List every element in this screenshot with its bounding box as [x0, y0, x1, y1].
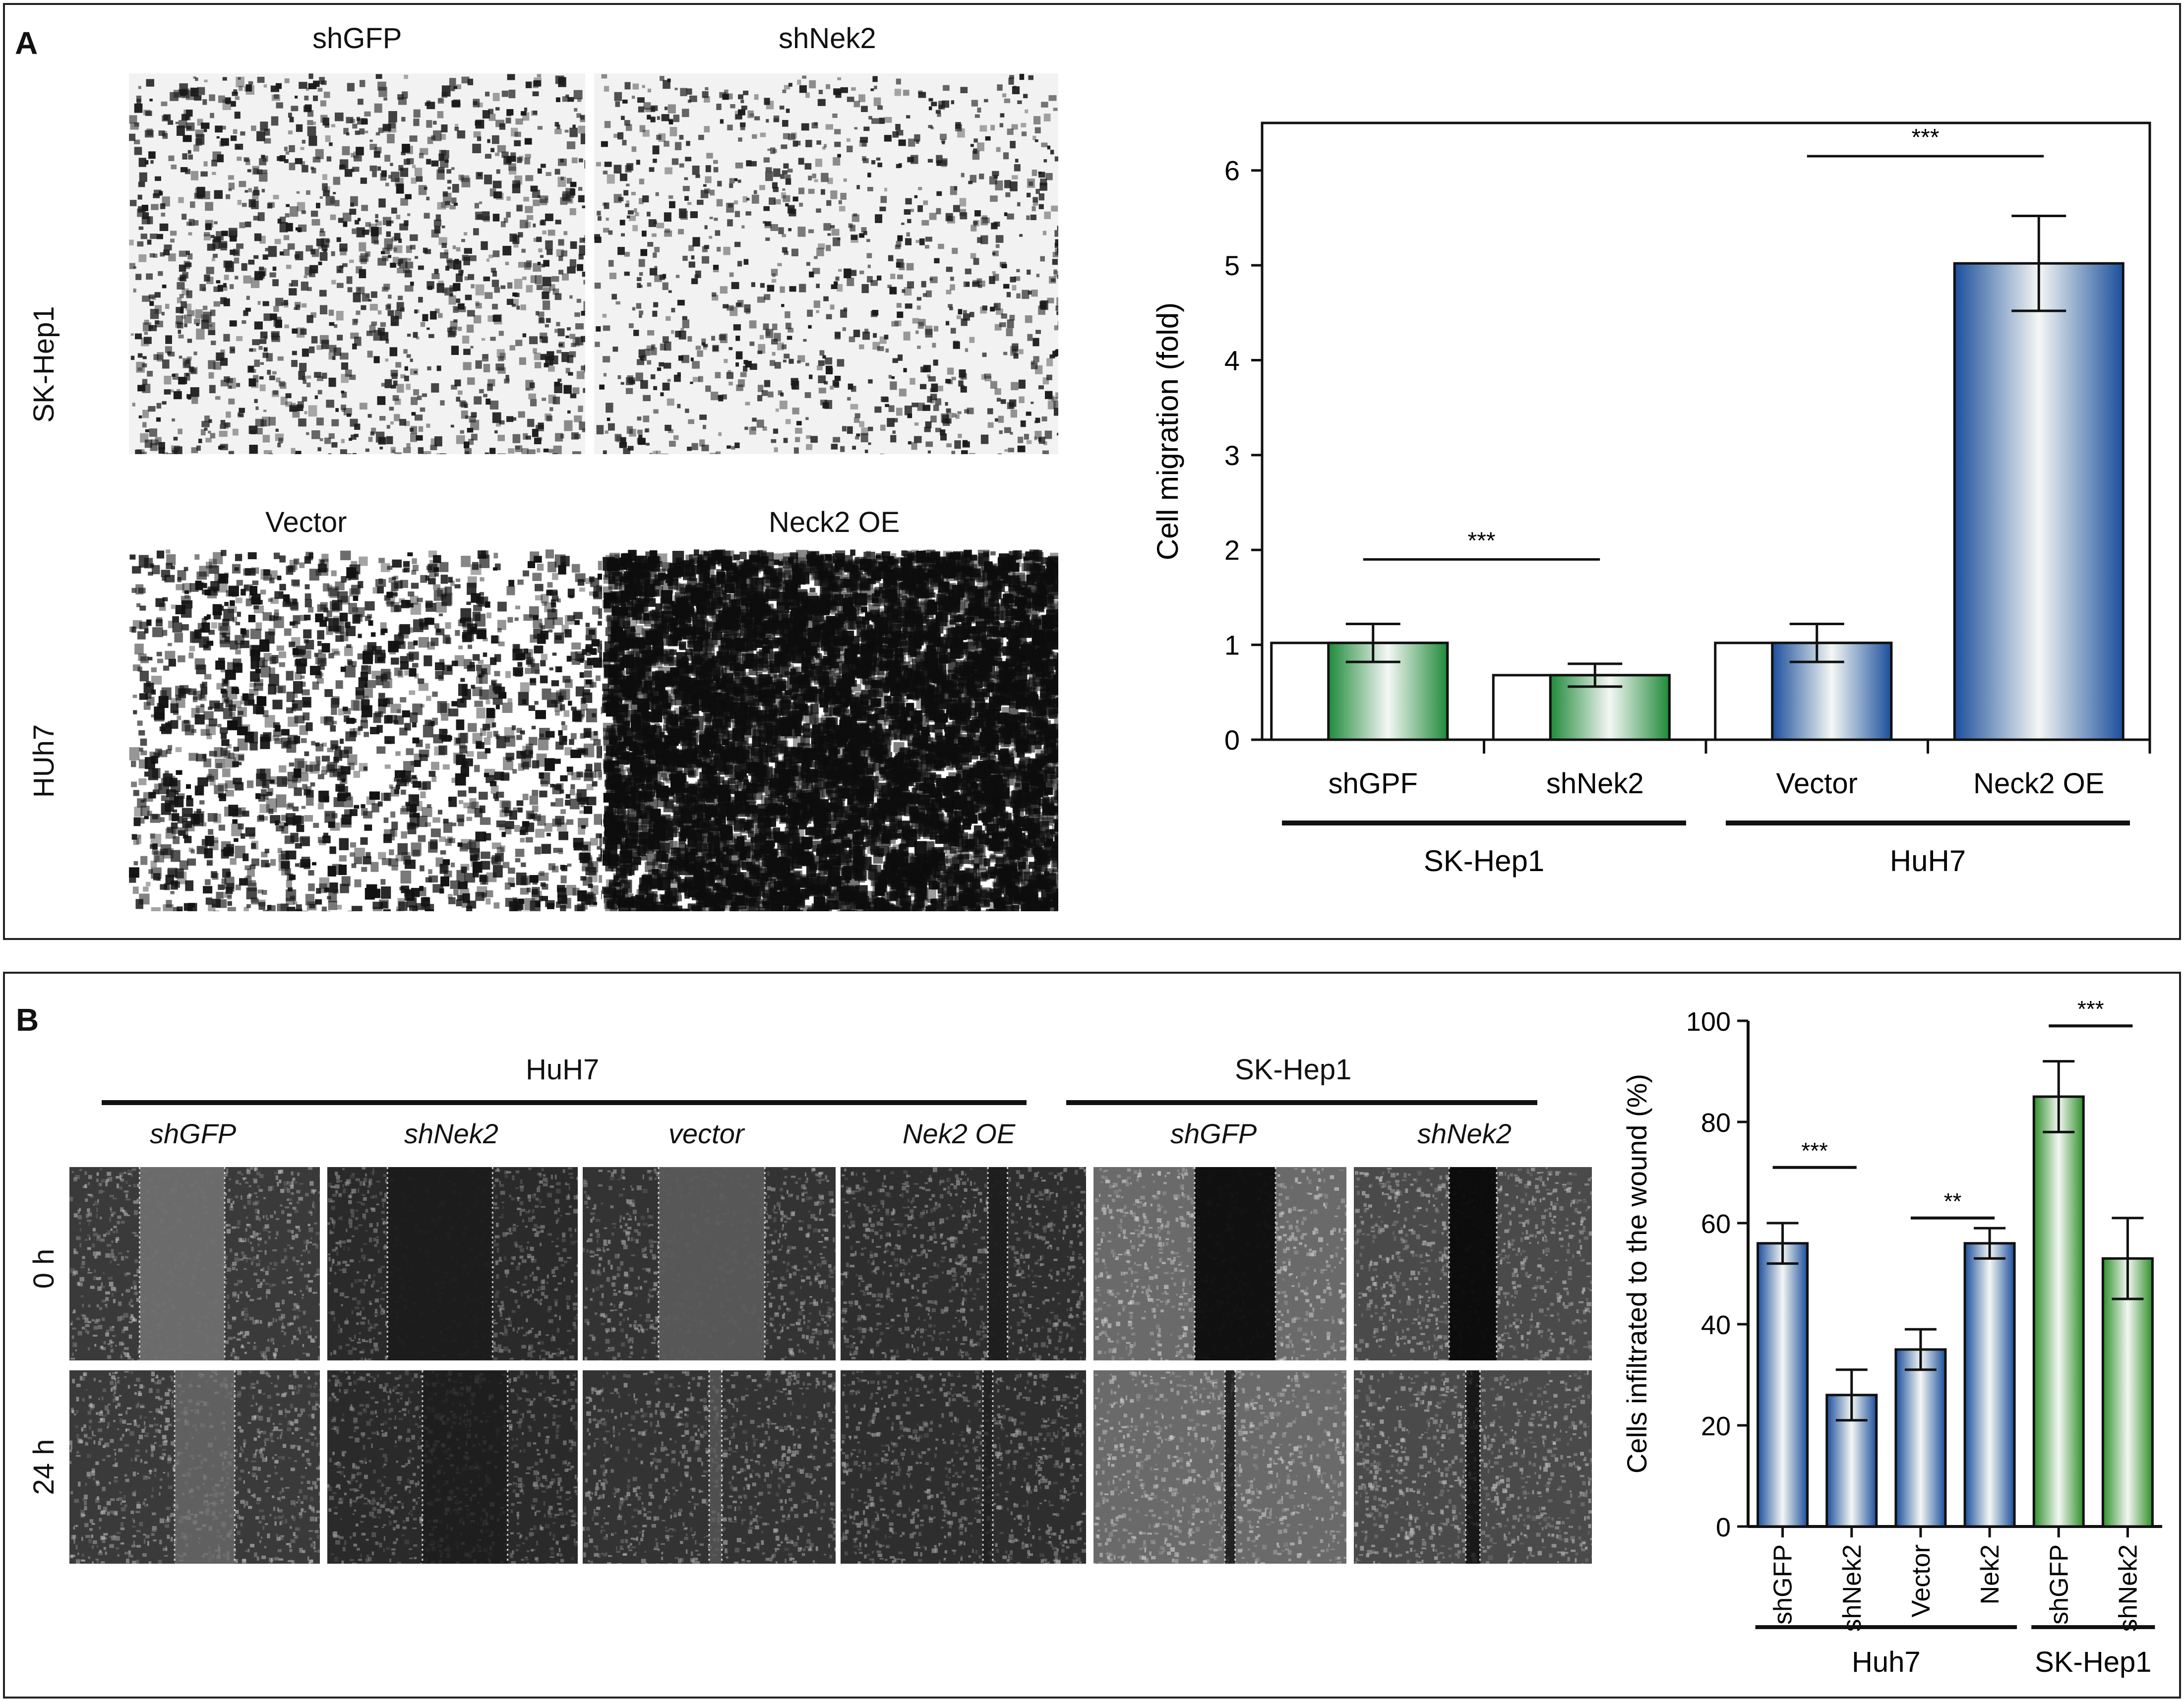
wound-healing-image-grid [69, 1167, 1592, 1564]
chart-a-significance-label: *** [1467, 528, 1495, 554]
chart-a-x-tick-label: Neck2 OE [1973, 767, 2104, 800]
wound-image-0h-5 [1093, 1167, 1346, 1360]
chart-b-significance-label: *** [1801, 1138, 1828, 1164]
chart-b-x-tick-label: Nek2 [1976, 1544, 2004, 1604]
chart-b-group-label: SK-Hep1 [2035, 1646, 2151, 1678]
wound-row-label-24h: 24 h [27, 1432, 62, 1502]
chart-a-group-label: HuH7 [1890, 844, 1966, 878]
chart-b-bar [1894, 1348, 1947, 1528]
chart-b-bar [1963, 1242, 2016, 1528]
chart-a-x-tick-label: shNek2 [1546, 767, 1644, 800]
chart-b-x-tick-label: shGFP [2045, 1544, 2073, 1625]
wound-image-24h-2 [327, 1370, 578, 1564]
chart-a-bar [1771, 642, 1893, 741]
chart-a-x-tick-label: Vector [1776, 767, 1858, 800]
chart-b-y-tick-label: 0 [1716, 1513, 1731, 1542]
panel-b: B HuH7 SK-Hep1 shGFP shNek2 vector Nek2 … [3, 972, 2181, 1699]
chart-a-group-label: SK-Hep1 [1424, 844, 1544, 878]
chart-b-y-tick-label: 60 [1701, 1209, 1731, 1239]
panel-a-row-label-1: SK-Hep1 [27, 300, 62, 429]
micrograph-huh7-neck2-oe [602, 549, 1058, 911]
wound-col-title-3: vector [668, 1117, 744, 1150]
chart-b-y-axis-label: Cells infiltrated to the wound (%) [1621, 1074, 1652, 1473]
chart-a-y-tick-label: 3 [1224, 440, 1240, 471]
wound-col-title-1: shGFP [150, 1117, 236, 1150]
wound-row-label-0h: 0 h [27, 1239, 62, 1298]
wound-image-24h-1 [69, 1370, 320, 1564]
wound-image-24h-3 [583, 1370, 836, 1564]
chart-b-bar [2101, 1257, 2154, 1528]
chart-a-y-axis-label: Cell migration (fold) [1151, 302, 1184, 560]
chart-b-group-label: Huh7 [1852, 1646, 1921, 1678]
chart-a-significance-label: *** [1911, 124, 1939, 151]
chart-a-y-tick-label: 4 [1224, 345, 1240, 376]
chart-a-y-tick-label: 0 [1224, 724, 1240, 756]
panel-a-row-label-2: HUh7 [27, 711, 62, 811]
group-title-huh7: HuH7 [526, 1053, 599, 1086]
chart-a-y-tick-label: 6 [1224, 155, 1240, 186]
wound-image-0h-4 [841, 1167, 1086, 1360]
group-rule-skhep1 [1066, 1100, 1537, 1105]
chart-a-bar [1953, 262, 2124, 741]
chart-b-x-tick-label: Vector [1907, 1544, 1936, 1617]
chart-b-y-tick-label: 40 [1701, 1310, 1731, 1340]
wound-image-0h-3 [583, 1167, 836, 1360]
chart-b-y-tick-label: 80 [1701, 1108, 1731, 1138]
panel-a-col-title-4: Neck2 OE [769, 506, 900, 539]
group-title-skhep1: SK-Hep1 [1235, 1053, 1351, 1086]
chart-b-bar [2032, 1095, 2085, 1528]
chart-a-y-tick-label: 1 [1224, 630, 1240, 661]
wound-image-0h-6 [1354, 1167, 1592, 1360]
chart-b-x-tick-label: shNek2 [2114, 1544, 2142, 1632]
wound-image-24h-4 [841, 1370, 1086, 1564]
chart-b-y-tick-label: 100 [1686, 1007, 1731, 1037]
wound-image-24h-5 [1093, 1370, 1346, 1564]
micrograph-skhep1-shnek2 [594, 73, 1058, 454]
wound-col-title-4: Nek2 OE [903, 1117, 1015, 1150]
micrograph-huh7-vector [129, 549, 602, 911]
chart-a-x-tick-label: shGPF [1329, 767, 1418, 800]
panel-a: A shGFP shNek2 Vector Neck2 OE SK-Hep1 H… [3, 3, 2181, 940]
panel-a-col-title-1: shGFP [312, 22, 402, 55]
wound-infiltration-chart: Cells infiltrated to the wound (%) 0 20 40 6… [1621, 996, 2162, 1678]
panel-a-col-title-2: shNek2 [779, 22, 876, 55]
panel-a-col-title-3: Vector [265, 506, 347, 539]
panel-a-label: A [15, 25, 38, 61]
chart-b-y-tick-label: 20 [1701, 1411, 1731, 1441]
chart-b-significance-label: ** [1944, 1188, 1962, 1214]
chart-b-x-tick-label: shGFP [1769, 1544, 1798, 1625]
panel-b-label: B [16, 1001, 39, 1038]
chart-b-significance-label: *** [2077, 996, 2104, 1022]
micrograph-skhep1-shgfp [129, 73, 585, 454]
chart-a-bar [1549, 674, 1671, 741]
chart-b-x-tick-label: shNek2 [1838, 1544, 1867, 1632]
wound-image-0h-1 [69, 1167, 320, 1360]
wound-col-title-2: shNek2 [404, 1117, 498, 1150]
cell-migration-chart: Cell migration (fold) 0 1 2 3 4 5 6 shGPF shNek2 V… [1151, 121, 2151, 878]
chart-a-y-tick-label: 2 [1224, 534, 1240, 566]
chart-a-y-tick-label: 5 [1224, 250, 1240, 281]
chart-b-bar [1757, 1242, 1809, 1528]
group-rule-huh7 [102, 1100, 1027, 1105]
wound-image-0h-2 [327, 1167, 578, 1360]
wound-col-title-5: shGFP [1170, 1117, 1257, 1150]
wound-col-title-6: shNek2 [1417, 1117, 1512, 1150]
chart-a-bar [1327, 642, 1449, 741]
wound-image-24h-6 [1354, 1370, 1592, 1564]
